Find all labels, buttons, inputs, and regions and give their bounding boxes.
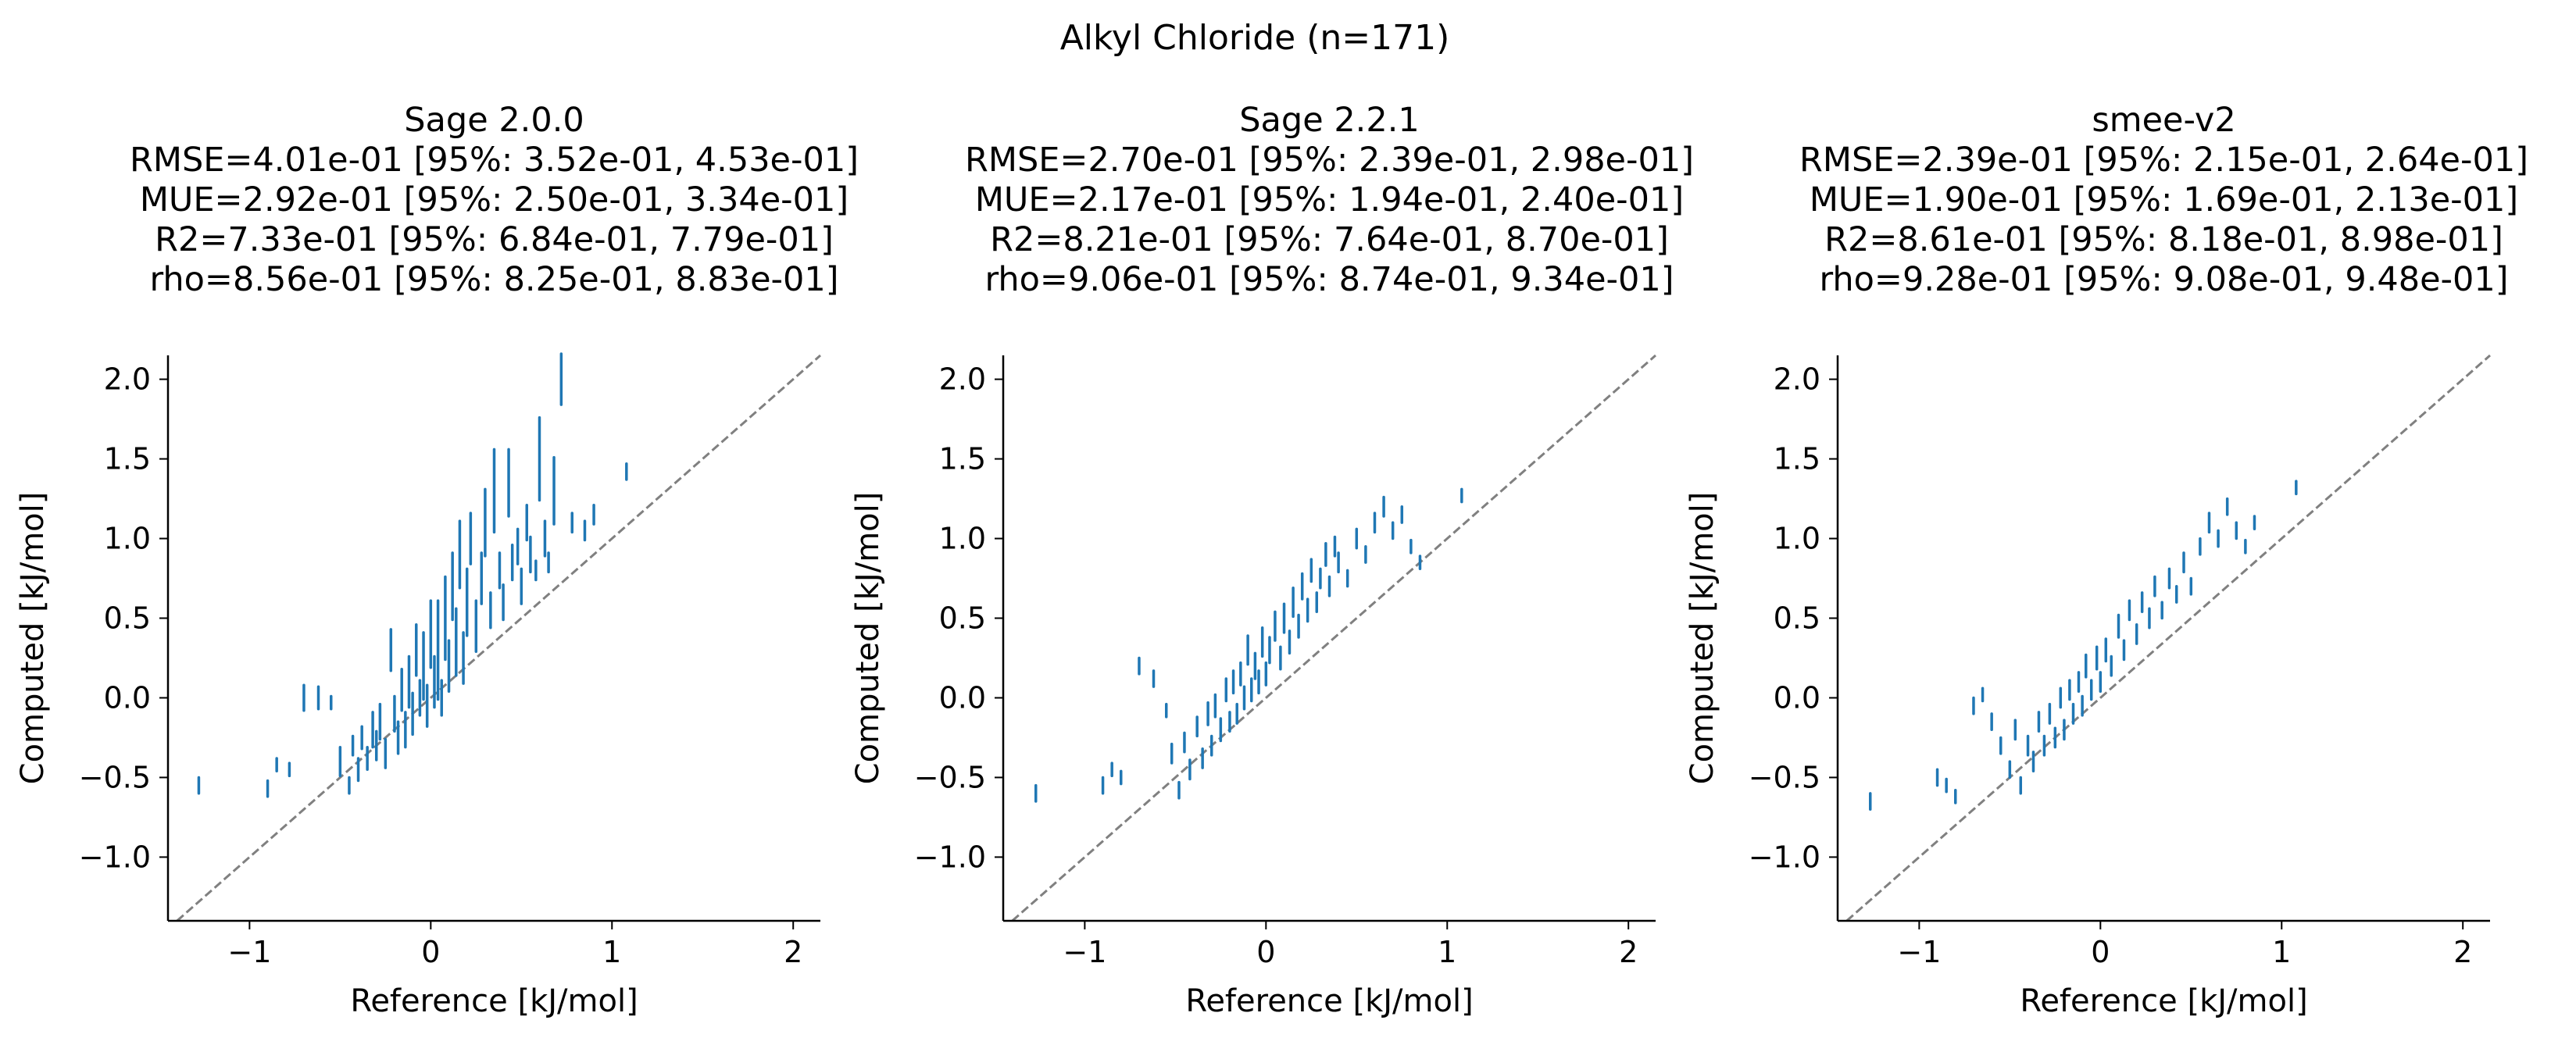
stats-line: R2=7.33e-01 [95%: 6.84e-01, 7.79e-01] — [155, 220, 834, 259]
y-tick-label: 0.0 — [939, 680, 986, 715]
stats-line: RMSE=4.01e-01 [95%: 3.52e-01, 4.53e-01] — [130, 141, 859, 180]
x-axis-label: Reference [kJ/mol] — [350, 983, 638, 1019]
diagonal-line — [176, 354, 821, 922]
x-tick-label: 0 — [421, 935, 440, 969]
x-tick-label: −1 — [1897, 935, 1941, 969]
y-tick-label: −0.5 — [79, 760, 151, 794]
y-tick-label: −1.0 — [79, 840, 151, 874]
stats-line: MUE=1.90e-01 [95%: 1.69e-01, 2.13e-01] — [1810, 180, 2518, 219]
x-tick-label: −1 — [1063, 935, 1106, 969]
y-tick-label: 0.5 — [1774, 601, 1820, 636]
stats-line: RMSE=2.39e-01 [95%: 2.15e-01, 2.64e-01] — [1799, 141, 2528, 180]
stats-line: MUE=2.17e-01 [95%: 1.94e-01, 2.40e-01] — [975, 180, 1684, 219]
stats-line: rho=9.06e-01 [95%: 8.74e-01, 9.34e-01] — [984, 260, 1674, 299]
x-tick-label: 0 — [1256, 935, 1275, 969]
stats-line: MUE=2.92e-01 [95%: 2.50e-01, 3.34e-01] — [140, 180, 849, 219]
y-tick-label: 1.5 — [104, 442, 151, 476]
stats-line: R2=8.21e-01 [95%: 7.64e-01, 8.70e-01] — [990, 220, 1669, 259]
stats-line: rho=8.56e-01 [95%: 8.25e-01, 8.83e-01] — [149, 260, 838, 299]
stats-line: R2=8.61e-01 [95%: 8.18e-01, 8.98e-01] — [1824, 220, 2503, 259]
subplot-title: Sage 2.2.1 — [1239, 101, 1419, 140]
diagonal-line — [1845, 354, 2491, 922]
y-tick-label: 1.0 — [104, 522, 151, 556]
y-tick-label: 1.5 — [939, 442, 986, 476]
y-tick-label: 1.0 — [1774, 522, 1820, 556]
y-tick-label: 0.5 — [939, 601, 986, 636]
diagonal-line — [1011, 354, 1656, 922]
x-tick-label: 0 — [2091, 935, 2110, 969]
y-axis-label: Computed [kJ/mol] — [1685, 492, 1720, 785]
y-axis-label: Computed [kJ/mol] — [850, 492, 886, 785]
figure-title: Alkyl Chloride (n=171) — [1060, 18, 1450, 58]
subplot-title: Sage 2.0.0 — [404, 101, 584, 140]
stats-line: rho=9.28e-01 [95%: 9.08e-01, 9.48e-01] — [1819, 260, 2508, 299]
y-tick-label: 1.0 — [939, 522, 986, 556]
x-axis-label: Reference [kJ/mol] — [2020, 983, 2307, 1019]
x-tick-label: 1 — [2272, 935, 2291, 969]
y-tick-label: −0.5 — [914, 760, 986, 794]
y-tick-label: 0.0 — [1774, 680, 1820, 715]
y-axis-label: Computed [kJ/mol] — [15, 492, 51, 785]
y-tick-label: 1.5 — [1774, 442, 1820, 476]
subplot-title: smee-v2 — [2092, 101, 2235, 140]
y-tick-label: −0.5 — [1749, 760, 1820, 794]
y-tick-label: 0.5 — [104, 601, 151, 636]
y-tick-label: −1.0 — [1749, 840, 1820, 874]
x-tick-label: 1 — [602, 935, 621, 969]
y-tick-label: −1.0 — [914, 840, 986, 874]
x-axis-label: Reference [kJ/mol] — [1185, 983, 1473, 1019]
y-tick-label: 0.0 — [104, 680, 151, 715]
y-tick-label: 2.0 — [1774, 362, 1820, 397]
x-tick-label: −1 — [227, 935, 271, 969]
stats-line: RMSE=2.70e-01 [95%: 2.39e-01, 2.98e-01] — [965, 141, 1694, 180]
x-tick-label: 2 — [784, 935, 802, 969]
y-tick-label: 2.0 — [104, 362, 151, 397]
y-tick-label: 2.0 — [939, 362, 986, 397]
x-tick-label: 1 — [1438, 935, 1456, 969]
x-tick-label: 2 — [2453, 935, 2472, 969]
x-tick-label: 2 — [1619, 935, 1638, 969]
